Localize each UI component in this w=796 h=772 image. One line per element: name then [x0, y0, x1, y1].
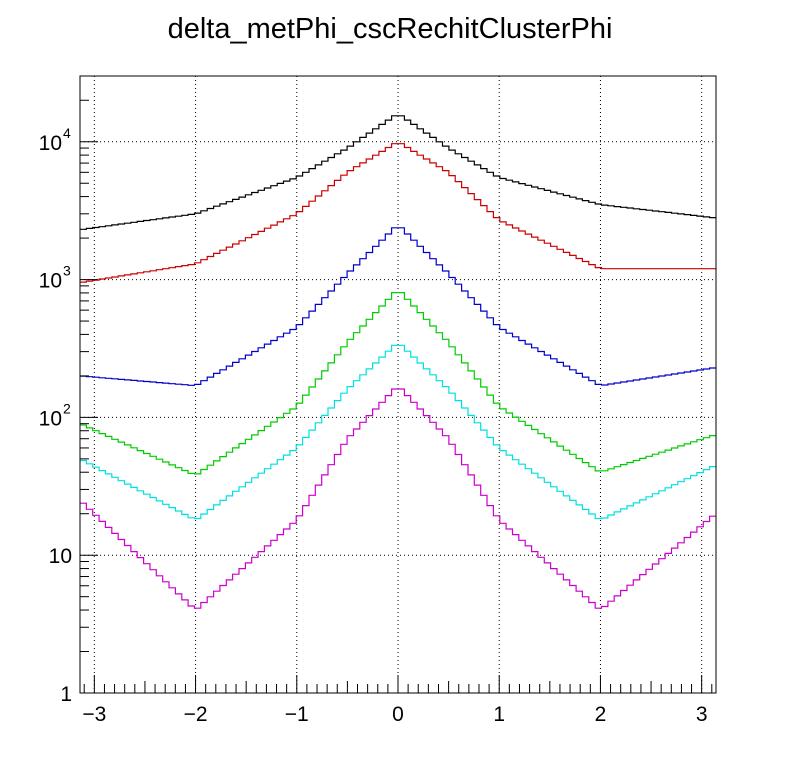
x-tick-label-5: 2 — [595, 703, 607, 726]
y-tick-exponent-2: 2 — [63, 400, 71, 416]
y-tick-label-3: 10 — [39, 270, 62, 293]
series-line-1 — [80, 143, 716, 283]
x-tick-label-0: −3 — [82, 703, 106, 726]
series-layer — [80, 115, 716, 609]
series-line-2 — [80, 227, 716, 386]
series-line-3 — [80, 292, 716, 475]
y-tick-label-0: 1 — [60, 683, 72, 706]
y-tick-exponent-4: 4 — [63, 125, 71, 141]
series-line-5 — [80, 388, 716, 609]
x-tick-label-3: 0 — [392, 703, 404, 726]
x-tick-label-1: −2 — [184, 703, 208, 726]
x-tick-label-2: −1 — [285, 703, 309, 726]
y-tick-label-2: 10 — [39, 407, 62, 430]
axis-ticks — [80, 75, 713, 694]
y-tick-label-1: 10 — [49, 545, 72, 568]
x-tick-label-4: 1 — [493, 703, 505, 726]
y-tick-exponent-3: 3 — [63, 263, 71, 279]
x-tick-label-6: 3 — [696, 703, 708, 726]
series-line-4 — [80, 344, 716, 520]
chart-title: delta_metPhi_cscRechitClusterPhi — [168, 13, 613, 45]
series-line-0 — [80, 115, 716, 230]
y-tick-label-4: 10 — [39, 132, 62, 155]
